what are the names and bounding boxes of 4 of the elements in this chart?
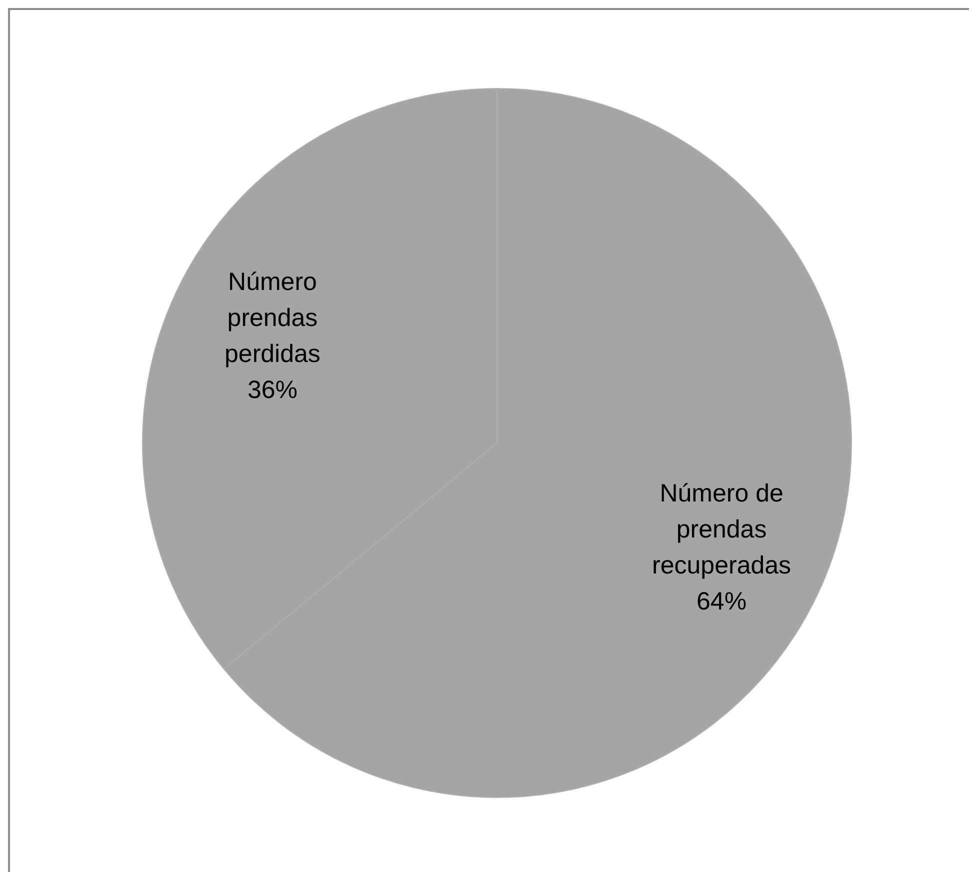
slice-label: Número de prendas recuperadas (652, 480, 792, 580)
slice-label: Número prendas perdidas (224, 268, 320, 368)
data-label: 64% (696, 588, 747, 616)
data-label: 36% (247, 376, 298, 404)
